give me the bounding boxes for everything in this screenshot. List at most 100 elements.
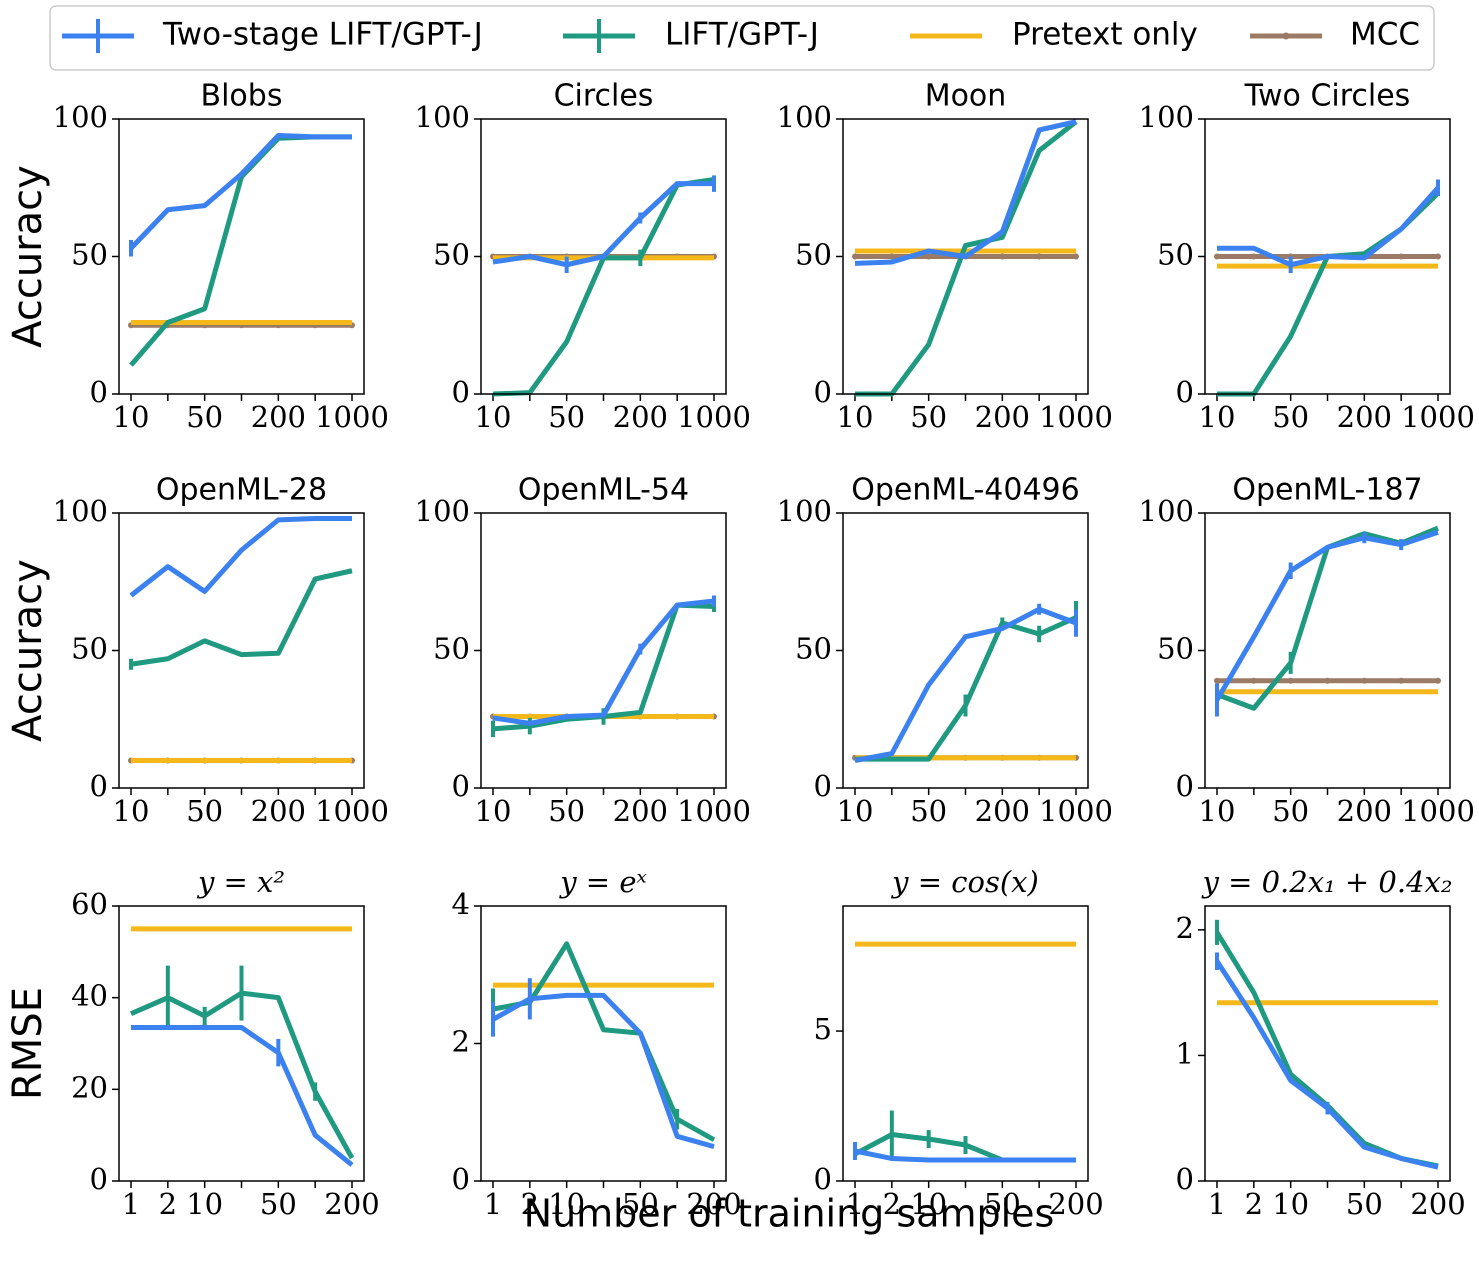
y-tick-label: 0	[1176, 375, 1194, 409]
plot-frame	[842, 118, 1089, 395]
x-tick-label: 10	[186, 1187, 223, 1221]
series-line: Two-stage LIFT/GPT-J	[854, 1148, 1076, 1163]
plot-frame	[118, 512, 365, 789]
series-line: LIFT/GPT-J	[130, 568, 353, 667]
marker	[1435, 677, 1441, 684]
x-tick-label: 50	[622, 1187, 659, 1221]
x-tick-label: 200	[1048, 1187, 1103, 1221]
subplot-title: OpenML-28	[156, 473, 327, 508]
x-tick-label: 1	[1208, 1187, 1226, 1221]
y-tick-label: 0	[1176, 1162, 1194, 1196]
x-tick-label: 1000	[315, 400, 389, 434]
subplot-title: Circles	[554, 79, 654, 114]
x-tick-label: 2	[521, 1187, 539, 1221]
x-tick-label: 10	[113, 794, 150, 828]
y-tick-label: 0	[1176, 769, 1194, 803]
legend-label: Pretext only	[1012, 17, 1198, 53]
marker	[925, 253, 932, 260]
marker	[1250, 677, 1257, 684]
x-tick-label: 1000	[1039, 794, 1113, 828]
subplot-title: OpenML-187	[1232, 473, 1422, 508]
x-tick-label: 10	[1199, 794, 1236, 828]
x-tick-label: 200	[324, 1187, 379, 1221]
marker	[1287, 677, 1294, 684]
plot-frame	[480, 512, 727, 789]
subplot-title: y = cos(x)	[890, 865, 1039, 899]
plot-frame	[1204, 512, 1451, 789]
x-tick-label: 50	[260, 1187, 297, 1221]
y-tick-label: 2	[452, 1025, 470, 1059]
series-line: Two-stage LIFT/GPT-J	[1214, 529, 1439, 702]
y-tick-label: 100	[1139, 100, 1194, 134]
x-tick-label: 50	[1346, 1187, 1383, 1221]
y-tick-label: 100	[53, 100, 108, 134]
y-axis-label: Accuracy	[5, 165, 51, 348]
x-axis-label: Number of training samples	[524, 1192, 1055, 1236]
x-tick-label: 1	[846, 1187, 864, 1221]
marker	[1361, 677, 1368, 684]
x-tick-label: 200	[613, 400, 668, 434]
x-tick-label: 2	[1245, 1187, 1263, 1221]
x-tick-label: 200	[251, 400, 306, 434]
plot-frame	[480, 118, 727, 395]
x-tick-label: 1000	[315, 794, 389, 828]
x-tick-label: 1000	[1401, 400, 1475, 434]
plot-frame	[1204, 905, 1451, 1182]
y-tick-label: 0	[814, 375, 832, 409]
x-tick-label: 1000	[677, 400, 751, 434]
marker	[852, 253, 858, 260]
y-tick-label: 20	[71, 1070, 108, 1104]
y-tick-label: 50	[795, 632, 832, 666]
x-tick-label: 200	[686, 1187, 741, 1221]
x-tick-label: 50	[186, 794, 223, 828]
y-tick-label: 50	[71, 632, 108, 666]
x-tick-label: 1000	[1401, 794, 1475, 828]
subplot-title: y = x²	[196, 865, 285, 899]
y-tick-label: 0	[90, 1162, 108, 1196]
y-tick-label: 100	[53, 494, 108, 528]
y-tick-label: 0	[452, 769, 470, 803]
y-tick-label: 0	[90, 769, 108, 803]
plot-frame	[1204, 118, 1451, 395]
plot-frame	[842, 905, 1089, 1182]
y-tick-label: 100	[415, 100, 470, 134]
x-tick-label: 10	[475, 794, 512, 828]
y-axis-label: RMSE	[5, 987, 51, 1100]
y-tick-label: 1	[1176, 1036, 1194, 1070]
x-tick-label: 2	[883, 1187, 901, 1221]
x-tick-label: 10	[1199, 400, 1236, 434]
legend-label: MCC	[1350, 17, 1420, 53]
y-tick-label: 0	[90, 375, 108, 409]
x-tick-label: 50	[548, 400, 585, 434]
marker	[1398, 253, 1405, 260]
plot-frame	[842, 512, 1089, 789]
x-tick-label: 50	[910, 400, 947, 434]
subplot-title: Blobs	[201, 79, 283, 114]
y-tick-label: 50	[433, 238, 470, 272]
x-tick-label: 10	[910, 1187, 947, 1221]
series-line: LIFT/GPT-J	[492, 941, 716, 1142]
x-tick-label: 50	[186, 400, 223, 434]
y-axis-label: Accuracy	[5, 559, 51, 742]
x-tick-label: 50	[984, 1187, 1021, 1221]
y-tick-label: 100	[777, 100, 832, 134]
marker	[1073, 253, 1079, 260]
subplot-title: y = eˣ	[558, 865, 647, 899]
x-tick-label: 10	[475, 400, 512, 434]
series-line: Two-stage LIFT/GPT-J	[129, 516, 352, 598]
x-tick-label: 200	[1410, 1187, 1465, 1221]
x-tick-label: 200	[975, 400, 1030, 434]
x-tick-label: 10	[1272, 1187, 1309, 1221]
x-tick-label: 200	[975, 794, 1030, 828]
marker	[999, 253, 1006, 260]
subplot-title: OpenML-54	[518, 473, 689, 508]
